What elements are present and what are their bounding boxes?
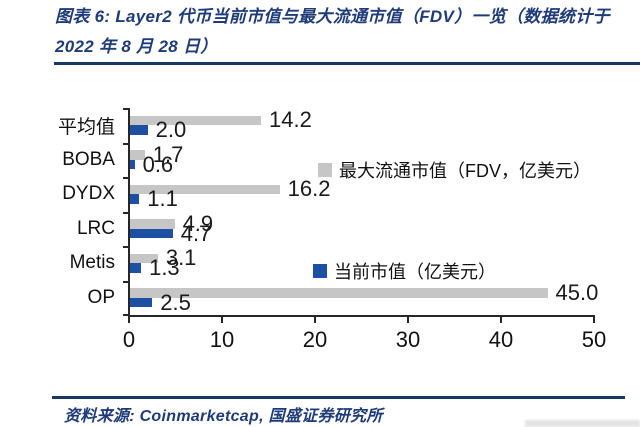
figure-title: 图表 6: Layer2 代币当前市值与最大流通市值（FDV）一览（数据统计于 … [55, 2, 637, 62]
figure-title-line2: 2022 年 8 月 28 日） [55, 37, 218, 56]
x-tick-label: 0 [122, 327, 136, 352]
x-tick-label: 10 [209, 327, 235, 352]
bar-value-label: 4.7 [180, 220, 212, 246]
x-tick-mark [128, 317, 130, 323]
bar-value-label: 1.7 [152, 141, 184, 167]
fdv-bar [129, 115, 262, 126]
category-label: DYDX [62, 183, 115, 205]
source-note: 资料来源: Coinmarketcap, 国盛证券研究所 [64, 408, 383, 425]
category-label: OP [87, 286, 115, 308]
fdv-bar [129, 150, 145, 160]
fdv-bar [129, 219, 175, 229]
legend-item-current-mcap: 当前市值（亿美元） [313, 258, 496, 284]
category-label: LRC [76, 217, 115, 239]
bar-value-label: 4.9 [182, 210, 214, 236]
bar-pair: 3.1 1.3 [129, 247, 594, 279]
bar-value-label: 14.2 [269, 107, 312, 133]
y-axis-line [128, 108, 130, 317]
current-mcap-bar [129, 228, 173, 239]
y-tick-mark [123, 314, 128, 316]
bar-value-label: 1.3 [149, 255, 180, 281]
category-label: Metis [69, 252, 115, 274]
footer-divider-line [52, 396, 625, 399]
fdv-bar [129, 288, 548, 298]
bar-row: BOBA 1.7 0.6 [0, 143, 640, 178]
y-tick-mark [123, 177, 128, 179]
figure-title-line1: 图表 6: Layer2 代币当前市值与最大流通市值（FDV）一览（数据统计于 [55, 7, 610, 26]
bar-value-label: 1.1 [147, 186, 178, 212]
y-tick-mark [123, 142, 128, 145]
bar-value-label: 2.0 [155, 117, 187, 143]
y-tick-mark [123, 211, 128, 214]
watermark [525, 420, 640, 427]
bar-pair: 45.0 2.5 [129, 281, 598, 313]
legend-swatch-current-mcap [313, 264, 327, 278]
x-tick-label: 30 [395, 327, 421, 352]
current-mcap-bar [129, 297, 153, 308]
y-tick-mark [123, 108, 128, 110]
bar-value-label: 0.6 [142, 151, 174, 177]
x-tick-mark [500, 317, 502, 323]
x-tick-mark [314, 317, 316, 323]
x-tick-mark [221, 317, 223, 323]
legend-swatch-fdv [318, 163, 332, 177]
bar-value-label: 16.2 [287, 176, 331, 202]
current-mcap-bar [129, 125, 148, 135]
bar-pair: 1.7 0.6 [129, 143, 594, 175]
title-divider-line [54, 62, 640, 65]
y-tick-mark [123, 246, 128, 248]
chart-rows: 平均值 14.2 2.0 BOBA 1.7 0.6 DYDX 16.2 1.1 LRC 4.9 4.7… [0, 108, 640, 315]
bar-value-label: 3.1 [165, 245, 197, 271]
bar-row: OP 45.0 2.5 [0, 281, 640, 316]
x-tick-label: 50 [581, 327, 607, 352]
category-label: BOBA [62, 148, 115, 170]
fdv-bar [129, 184, 280, 195]
bar-row: LRC 4.9 4.7 [0, 212, 640, 247]
category-label: 平均值 [57, 116, 115, 138]
grouped-bar-chart: 平均值 14.2 2.0 BOBA 1.7 0.6 DYDX 16.2 1.1 LRC 4.9 4.7… [0, 108, 640, 360]
bar-value-label: 45.0 [555, 279, 599, 305]
bar-pair: 4.9 4.7 [129, 212, 594, 244]
y-tick-mark [123, 280, 128, 283]
legend-label-fdv: 最大流通市值（FDV，亿美元） [339, 161, 591, 181]
bar-row: Metis 3.1 1.3 [0, 246, 640, 281]
x-tick-mark [593, 317, 595, 323]
bar-row: DYDX 16.2 1.1 [0, 177, 640, 212]
legend-item-fdv: 最大流通市值（FDV，亿美元） [318, 157, 591, 183]
x-tick-mark [407, 317, 409, 323]
fdv-bar [129, 253, 158, 264]
bar-pair: 14.2 2.0 [129, 109, 594, 141]
legend-label-current-mcap: 当前市值（亿美元） [334, 262, 496, 282]
current-mcap-bar [129, 159, 135, 170]
bar-value-label: 2.5 [160, 289, 191, 315]
bar-row: 平均值 14.2 2.0 [0, 108, 640, 143]
x-axis-line [128, 315, 595, 317]
x-tick-label: 20 [302, 327, 328, 352]
bar-pair: 16.2 1.1 [129, 178, 594, 210]
x-tick-label: 40 [488, 327, 514, 352]
current-mcap-bar [129, 194, 140, 204]
current-mcap-bar [129, 263, 142, 273]
